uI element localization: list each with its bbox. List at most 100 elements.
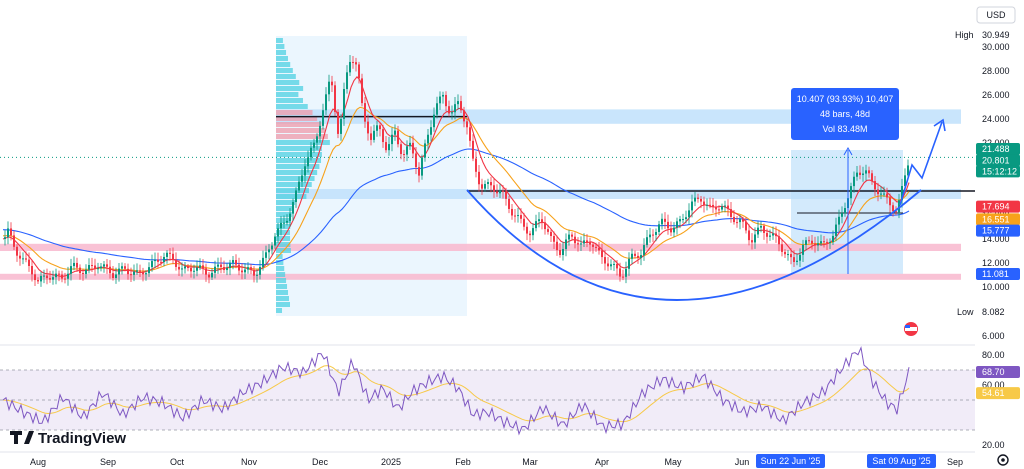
candle-body — [724, 205, 726, 207]
gear-icon[interactable] — [997, 454, 1009, 466]
candle-body — [214, 266, 216, 273]
candle-body — [322, 110, 324, 126]
candle-body — [478, 171, 480, 185]
candle-body — [58, 273, 60, 275]
rsi-tick-label: 80.00 — [982, 350, 1005, 360]
candle-body — [301, 175, 303, 182]
candle-body — [187, 266, 189, 268]
candle-body — [622, 276, 624, 278]
candle-body — [406, 146, 408, 155]
candle-body — [499, 190, 501, 194]
countdown-badge — [976, 165, 1020, 178]
candle-body — [655, 231, 657, 235]
price-badge-high-text: 21.488 — [982, 144, 1010, 154]
candle-body — [865, 170, 867, 174]
flag-icon-stripe[interactable] — [905, 327, 917, 331]
candle-body — [463, 110, 465, 122]
measure-arrowhead — [843, 146, 853, 156]
volume-profile-bar — [276, 200, 296, 205]
candle-body — [379, 125, 381, 130]
gear-icon-outer[interactable] — [997, 454, 1009, 466]
candle-body — [304, 166, 306, 176]
price-axis[interactable]: 30.00028.00026.00024.00022.00020.00018.0… — [976, 42, 1020, 341]
high-value: 30.949 — [982, 30, 1010, 40]
candle-body — [388, 144, 390, 151]
candle-body — [718, 209, 720, 211]
price-badge-support-text: 11.081 — [982, 269, 1009, 279]
candle-body — [274, 236, 276, 246]
candle-body — [751, 240, 753, 243]
flag-icon[interactable] — [904, 322, 918, 336]
candle-body — [703, 201, 705, 206]
volume-profile-bar — [276, 296, 290, 301]
currency-selector[interactable]: USD — [976, 6, 1016, 24]
candle-body — [109, 266, 111, 274]
candles-layer — [4, 54, 909, 287]
volume-profile-bar — [276, 206, 294, 211]
candle-body — [877, 189, 879, 195]
time-tick-label: Nov — [241, 457, 258, 467]
date-badge — [756, 454, 825, 468]
candle-body — [154, 259, 156, 262]
candle-body — [448, 106, 450, 114]
candle-body — [541, 219, 543, 223]
low-marker: Low 8.082 — [957, 307, 1005, 317]
candle-body — [493, 185, 495, 192]
date-badge-text: Sat 09 Aug '25 — [872, 456, 930, 466]
candle-body — [286, 220, 288, 223]
volume-profile-bar — [276, 50, 287, 55]
time-tick-label: Aug — [30, 457, 46, 467]
candle-body — [805, 240, 807, 245]
candle-body — [814, 243, 816, 246]
candle-body — [202, 265, 204, 269]
candle-body — [364, 103, 366, 122]
rsi-ma-badge-text: 54.61 — [982, 388, 1005, 398]
time-axis[interactable]: Aug Sep Oct Nov Dec 2025 Feb Mar Apr May Jun Sep Sun… — [30, 454, 963, 468]
candle-body — [64, 278, 66, 280]
candle-body — [199, 265, 201, 268]
candle-body — [106, 264, 108, 267]
gear-icon-inner[interactable] — [1001, 458, 1005, 462]
candle-body — [613, 263, 615, 265]
candle-body — [22, 258, 24, 260]
volume-profile-bar — [276, 122, 322, 127]
candle-body — [256, 274, 258, 276]
flag-icon-canton[interactable] — [905, 325, 910, 328]
candle-body — [316, 136, 318, 143]
candle-body — [520, 215, 522, 219]
candle-body — [739, 219, 741, 223]
candle-body — [547, 229, 549, 232]
volume-profile-bar — [276, 290, 289, 295]
currency-selector-box[interactable] — [976, 6, 1016, 24]
candle-body — [799, 254, 801, 261]
volume-profile-bar — [276, 152, 322, 157]
time-tick-label: 2025 — [381, 457, 401, 467]
candle-body — [4, 237, 6, 239]
candle-body — [808, 240, 810, 242]
candle-body — [811, 240, 813, 244]
candle-body — [238, 264, 240, 271]
candle-body — [787, 254, 789, 256]
price-badge-mid-ma-text: 16.551 — [982, 214, 1010, 224]
candle-body — [733, 216, 735, 223]
candle-body — [361, 78, 363, 104]
candle-body — [229, 262, 231, 268]
time-tick-label: Mar — [522, 457, 538, 467]
candle-body — [502, 190, 504, 192]
volume-profile-bar — [276, 260, 284, 265]
candle-body — [223, 267, 225, 271]
tradingview-logo[interactable]: TradingView — [10, 430, 126, 447]
candle-body — [181, 268, 183, 270]
candle-body — [283, 222, 285, 224]
candle-body — [565, 239, 567, 250]
candle-body — [673, 227, 675, 233]
measure-tooltip-box — [791, 88, 899, 140]
candle-body — [601, 250, 603, 258]
candle-body — [475, 158, 477, 172]
candle-body — [193, 270, 195, 272]
volume-profile-bar — [276, 176, 315, 181]
candle-body — [883, 193, 885, 195]
time-tick-label: Oct — [170, 457, 185, 467]
candle-body — [643, 245, 645, 256]
candle-body — [901, 186, 903, 201]
